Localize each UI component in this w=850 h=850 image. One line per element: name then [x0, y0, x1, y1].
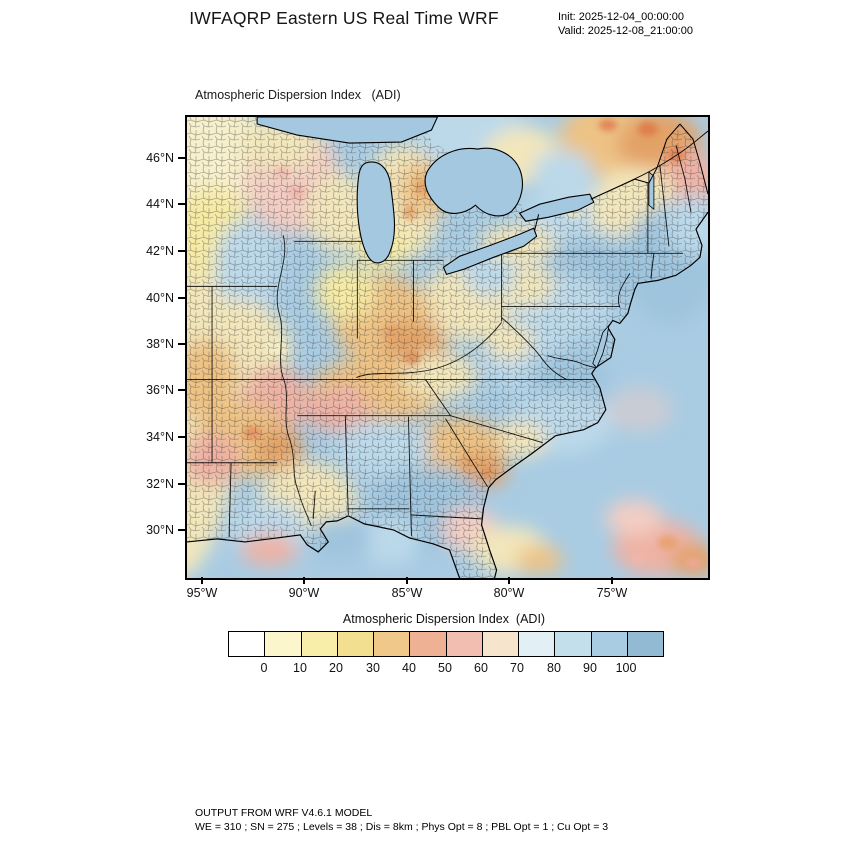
lat-label: 32°N	[146, 477, 174, 491]
colorbar-tick-label: 40	[402, 661, 416, 675]
lat-label: 36°N	[146, 383, 174, 397]
colorbar-cell	[555, 632, 592, 656]
lon-label: 90°W	[288, 586, 320, 600]
rivers	[276, 235, 502, 527]
lat-label: 40°N	[146, 291, 174, 305]
lat-label: 44°N	[146, 197, 174, 211]
lat-tick	[178, 250, 185, 252]
lat-label: 34°N	[146, 430, 174, 444]
map-subtitle: Atmospheric Dispersion Index (ADI)	[195, 88, 401, 102]
lat-label: 46°N	[146, 151, 174, 165]
lake-michigan	[356, 161, 396, 264]
lake-huron	[424, 147, 523, 217]
map-frame	[185, 115, 710, 580]
lake-erie	[442, 227, 538, 276]
colorbar-tick-label: 100	[615, 661, 637, 675]
lon-label: 95°W	[186, 586, 218, 600]
lat-tick	[178, 389, 185, 391]
lat-tick	[178, 203, 185, 205]
canada-border	[534, 123, 708, 231]
lat-label: 38°N	[146, 337, 174, 351]
init-time: Init: 2025-12-04_00:00:00	[558, 11, 684, 23]
lon-tick	[508, 577, 510, 584]
colorbar-cell	[591, 632, 628, 656]
colorbar-cell	[229, 632, 266, 656]
lon-tick	[611, 577, 613, 584]
lon-tick	[406, 577, 408, 584]
state-borders	[187, 144, 692, 537]
colorbar-tick-label: 10	[293, 661, 307, 675]
colorbar-cell	[301, 632, 338, 656]
colorbar-tick-label: 20	[329, 661, 343, 675]
lat-tick	[178, 157, 185, 159]
lat-tick	[178, 297, 185, 299]
lake-superior	[256, 117, 439, 144]
colorbar-tick-label: 30	[366, 661, 380, 675]
colorbar-tick-label: 90	[583, 661, 597, 675]
colorbar-cell	[265, 632, 302, 656]
lat-tick	[178, 436, 185, 438]
great-lakes	[256, 117, 655, 276]
model-config-line: WE = 310 ; SN = 275 ; Levels = 38 ; Dis …	[195, 821, 609, 833]
colorbar-tick-label: 0	[260, 661, 268, 675]
lat-tick	[178, 343, 185, 345]
colorbar-cell	[627, 632, 663, 656]
model-output-line: OUTPUT FROM WRF V4.6.1 MODEL	[195, 807, 373, 819]
chesapeake-bay	[592, 324, 610, 369]
lon-label: 80°W	[493, 586, 525, 600]
adi-field-map	[187, 117, 708, 578]
colorbar-cell	[410, 632, 447, 656]
lon-label: 75°W	[596, 586, 628, 600]
valid-time: Valid: 2025-12-08_21:00:00	[558, 25, 693, 37]
lat-label: 42°N	[146, 244, 174, 258]
colorbar-tick-label: 60	[474, 661, 488, 675]
colorbar-cell	[374, 632, 411, 656]
lat-label: 30°N	[146, 523, 174, 537]
colorbar-cell	[337, 632, 374, 656]
colorbar-cell	[519, 632, 556, 656]
colorbar-tick-label: 80	[547, 661, 561, 675]
colorbar-cell	[446, 632, 483, 656]
coastline	[187, 211, 708, 578]
colorbar	[228, 631, 664, 657]
colorbar-title: Atmospheric Dispersion Index (ADI)	[342, 612, 546, 626]
timestamps: Init: 2025-12-04_00:00:00 Valid: 2025-12…	[558, 10, 693, 38]
lon-tick	[303, 577, 305, 584]
st-lawrence-river	[590, 130, 708, 200]
colorbar-tick-label: 70	[510, 661, 524, 675]
lat-tick	[178, 483, 185, 485]
colorbar-cell	[482, 632, 519, 656]
page-title: IWFAQRP Eastern US Real Time WRF	[189, 8, 499, 28]
colorbar-tick-label: 50	[438, 661, 452, 675]
lon-label: 85°W	[391, 586, 423, 600]
lat-tick	[178, 529, 185, 531]
lon-tick	[201, 577, 203, 584]
